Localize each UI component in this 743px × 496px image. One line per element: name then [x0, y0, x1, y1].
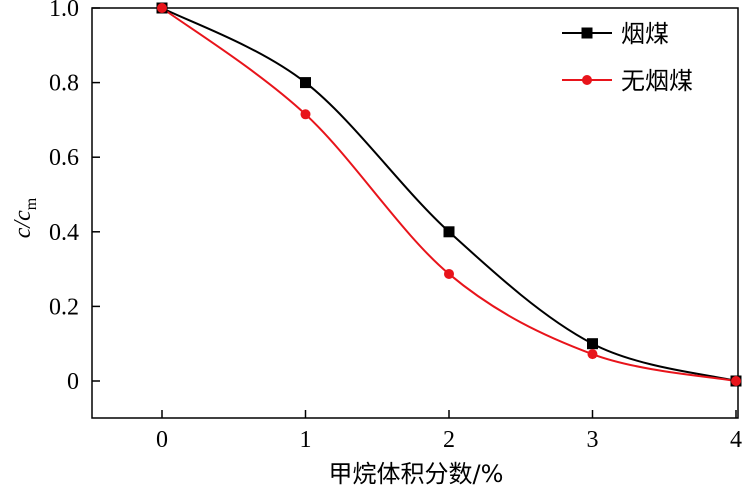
y-tick-label: 0.8 [49, 71, 79, 97]
x-axis: 0 1 2 3 4 [156, 410, 742, 453]
x-axis-title: 甲烷体积分数/% [329, 460, 504, 488]
series-2-point [587, 349, 598, 360]
y-axis: 0 0.2 0.4 0.6 0.8 1.0 [49, 0, 100, 395]
axes [91, 7, 739, 419]
series-1-point [587, 338, 598, 350]
x-tick-label: 3 [587, 427, 599, 453]
series-2-point [157, 3, 167, 13]
legend-label-1: 烟煤 [621, 20, 669, 48]
legend-label-2: 无烟煤 [621, 67, 693, 95]
x-tick-label: 2 [443, 427, 455, 453]
x-tick-label: 0 [156, 427, 168, 453]
y-tick-label: 0.4 [49, 220, 79, 246]
y-tick-label: 0.2 [49, 294, 79, 320]
y-axis-title-subscript: m [23, 197, 40, 210]
series-1-point [443, 226, 455, 238]
y-tick-label: 1.0 [49, 0, 79, 22]
plot-frame [91, 7, 739, 419]
series-2-point [731, 376, 741, 386]
x-tick-label: 1 [300, 427, 312, 453]
series-line-1 [161, 7, 737, 382]
legend-marker-1 [581, 27, 593, 39]
series-layer [156, 2, 742, 387]
y-axis-title: c/cm [10, 197, 40, 238]
legend-marker-2 [582, 75, 592, 85]
series-2-point [444, 268, 454, 279]
series-2-point [300, 109, 311, 120]
series-line-2 [161, 7, 737, 382]
series-1-point [300, 77, 311, 89]
y-tick-label: 0 [67, 369, 79, 395]
svg-text:c/cm: c/cm [10, 197, 40, 238]
y-tick-label: 0.6 [49, 145, 79, 171]
x-tick-label: 4 [730, 427, 742, 453]
